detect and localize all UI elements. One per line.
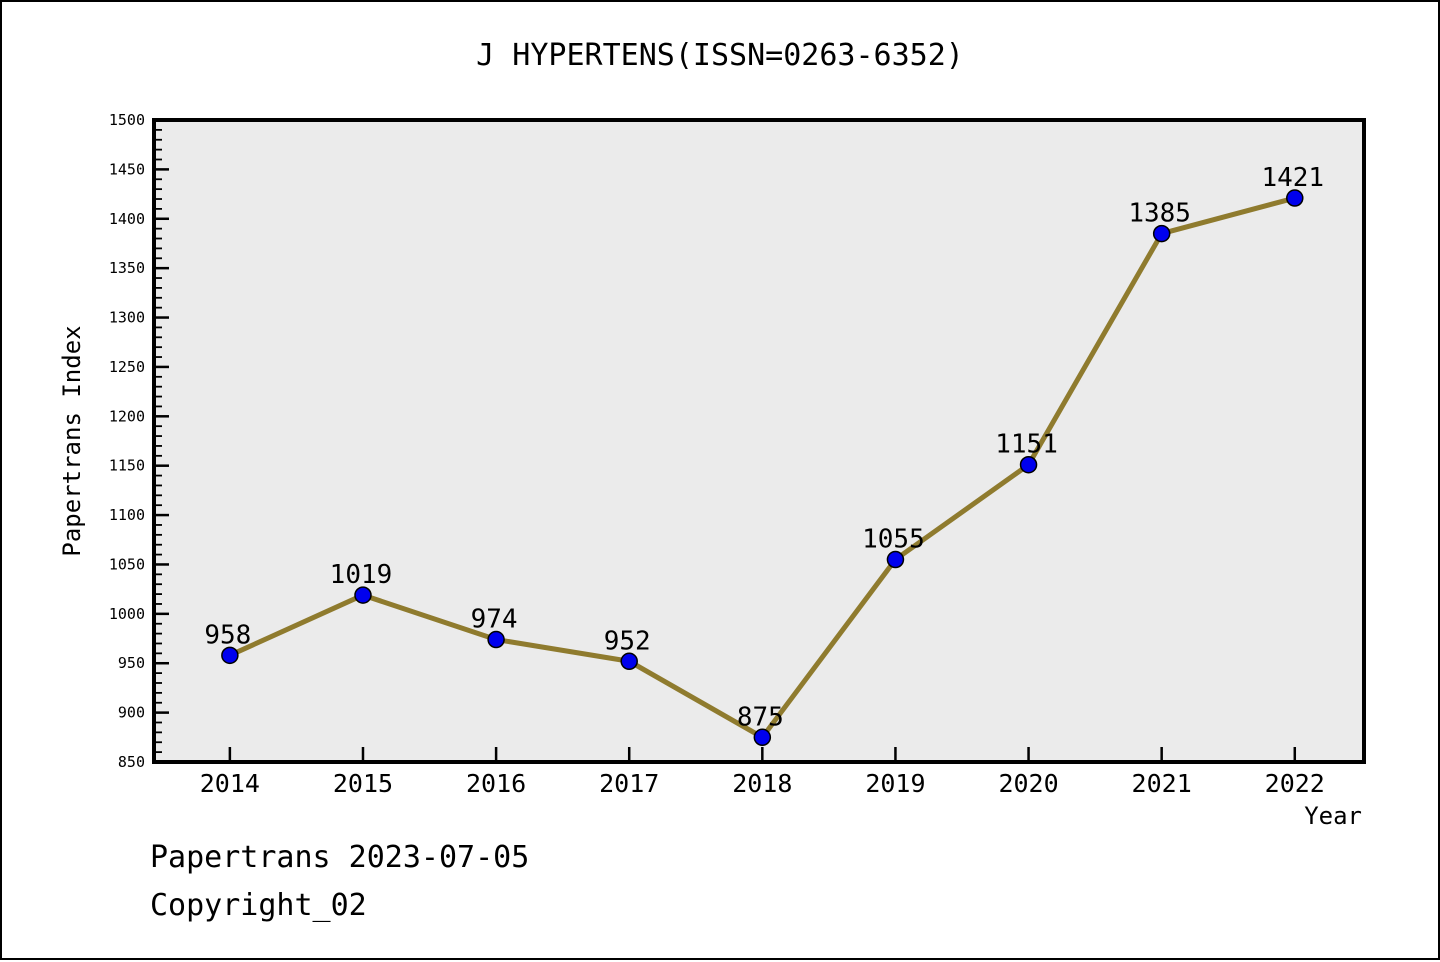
x-axis-label: Year: [1304, 802, 1362, 830]
y-axis-label: Papertrans Index: [58, 325, 86, 556]
data-point-2022: [1286, 189, 1304, 207]
y-axis-tick-label: 950: [118, 654, 145, 672]
data-point-label-2017: 952: [604, 626, 651, 656]
x-axis-tick-label: 2017: [599, 769, 659, 798]
x-axis-tick-label: 2022: [1265, 769, 1325, 798]
y-axis-tick-label: 1150: [109, 457, 145, 475]
y-axis-tick-label: 1200: [109, 407, 145, 425]
y-axis-tick-label: 1100: [109, 506, 145, 524]
y-axis-tick-label: 1400: [109, 210, 145, 228]
y-axis-tick-label: 1300: [109, 309, 145, 327]
x-axis-tick-label: 2015: [333, 769, 393, 798]
x-axis-tick-label: 2019: [865, 769, 925, 798]
data-point-2020: [1019, 455, 1038, 474]
y-axis-tick-label: 1450: [109, 160, 145, 178]
data-point-2018: [753, 728, 772, 747]
data-point-label-2015: 1019: [330, 560, 393, 590]
y-axis-tick-label: 850: [118, 753, 145, 771]
data-point-2017: [620, 652, 638, 671]
y-axis-tick-label: 1050: [109, 555, 145, 573]
data-point-label-2022: 1421: [1261, 163, 1324, 193]
x-axis-tick-label: 2014: [200, 769, 260, 798]
footer-copyright: Copyright_02: [150, 888, 367, 923]
data-point-2019: [886, 550, 905, 569]
y-axis-tick-label: 1350: [109, 259, 145, 277]
footer-source-date: Papertrans 2023-07-05: [150, 840, 530, 875]
data-point-2015: [354, 586, 372, 604]
data-point-label-2018: 875: [737, 702, 784, 732]
y-axis-tick-label: 1250: [109, 358, 145, 376]
data-point-label-2020: 1151: [995, 430, 1058, 460]
data-point-2021: [1152, 224, 1171, 243]
data-point-2016: [487, 630, 505, 649]
x-axis-tick-label: 2021: [1132, 769, 1192, 798]
data-point-label-2021: 1385: [1128, 199, 1191, 229]
x-axis-tick-label: 2016: [466, 769, 526, 798]
data-point-label-2019: 1055: [862, 525, 925, 555]
data-point-2014: [221, 646, 239, 665]
y-axis-tick-label: 1000: [109, 605, 145, 623]
x-axis-tick-label: 2018: [732, 769, 792, 798]
y-axis-tick-label: 1500: [109, 111, 145, 129]
y-axis-tick-label: 900: [118, 704, 145, 722]
chart-title: J HYPERTENS(ISSN=0263-6352): [476, 38, 964, 73]
data-point-label-2014: 958: [204, 620, 251, 650]
plot-border: [152, 118, 1366, 764]
data-point-label-2016: 974: [471, 605, 518, 635]
x-axis-tick-label: 2020: [998, 769, 1058, 798]
